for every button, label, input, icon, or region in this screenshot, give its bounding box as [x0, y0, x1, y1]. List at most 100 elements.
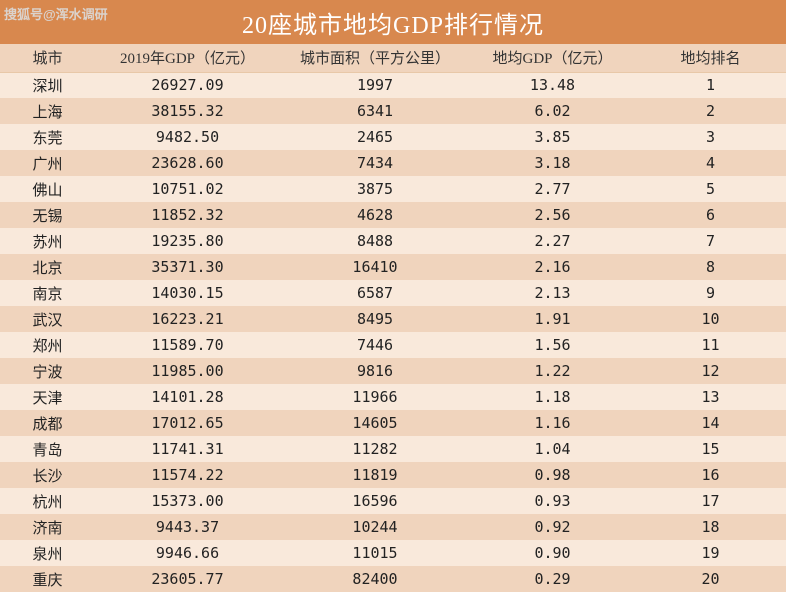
cell-city: 南京 — [0, 280, 95, 306]
cell-area: 7446 — [280, 332, 470, 358]
cell-area: 1997 — [280, 72, 470, 98]
column-header-rank: 地均排名 — [635, 44, 786, 72]
table-row: 青岛11741.31112821.0415 — [0, 436, 786, 462]
cell-rank: 14 — [635, 410, 786, 436]
cell-density: 13.48 — [470, 72, 635, 98]
cell-city: 北京 — [0, 254, 95, 280]
cell-rank: 6 — [635, 202, 786, 228]
cell-city: 佛山 — [0, 176, 95, 202]
cell-density: 1.16 — [470, 410, 635, 436]
table-row: 成都17012.65146051.1614 — [0, 410, 786, 436]
cell-rank: 4 — [635, 150, 786, 176]
cell-city: 无锡 — [0, 202, 95, 228]
cell-area: 3875 — [280, 176, 470, 202]
cell-gdp: 11574.22 — [95, 462, 280, 488]
cell-rank: 7 — [635, 228, 786, 254]
cell-density: 1.22 — [470, 358, 635, 384]
cell-gdp: 10751.02 — [95, 176, 280, 202]
table-row: 天津14101.28119661.1813 — [0, 384, 786, 410]
cell-area: 6341 — [280, 98, 470, 124]
cell-city: 杭州 — [0, 488, 95, 514]
cell-gdp: 11852.32 — [95, 202, 280, 228]
cell-rank: 13 — [635, 384, 786, 410]
cell-area: 4628 — [280, 202, 470, 228]
cell-area: 6587 — [280, 280, 470, 306]
cell-rank: 15 — [635, 436, 786, 462]
cell-gdp: 11741.31 — [95, 436, 280, 462]
cell-city: 深圳 — [0, 72, 95, 98]
cell-city: 天津 — [0, 384, 95, 410]
table-row: 泉州9946.66110150.9019 — [0, 540, 786, 566]
cell-density: 3.18 — [470, 150, 635, 176]
cell-city: 上海 — [0, 98, 95, 124]
cell-gdp: 14101.28 — [95, 384, 280, 410]
table-title-row: 20座城市地均GDP排行情况 — [0, 0, 786, 44]
cell-city: 苏州 — [0, 228, 95, 254]
cell-density: 0.93 — [470, 488, 635, 514]
cell-gdp: 19235.80 — [95, 228, 280, 254]
table-row: 南京14030.1565872.139 — [0, 280, 786, 306]
cell-city: 成都 — [0, 410, 95, 436]
cell-density: 1.04 — [470, 436, 635, 462]
cell-area: 10244 — [280, 514, 470, 540]
cell-city: 重庆 — [0, 566, 95, 592]
cell-area: 7434 — [280, 150, 470, 176]
cell-rank: 17 — [635, 488, 786, 514]
cell-density: 0.92 — [470, 514, 635, 540]
cell-area: 82400 — [280, 566, 470, 592]
cell-rank: 12 — [635, 358, 786, 384]
cell-density: 2.27 — [470, 228, 635, 254]
table-row: 佛山10751.0238752.775 — [0, 176, 786, 202]
gdp-ranking-table: 20座城市地均GDP排行情况 城市 2019年GDP（亿元） 城市面积（平方公里… — [0, 0, 786, 592]
cell-gdp: 35371.30 — [95, 254, 280, 280]
cell-area: 2465 — [280, 124, 470, 150]
cell-city: 长沙 — [0, 462, 95, 488]
column-header-area: 城市面积（平方公里） — [280, 44, 470, 72]
cell-city: 泉州 — [0, 540, 95, 566]
cell-gdp: 23628.60 — [95, 150, 280, 176]
table-row: 宁波11985.0098161.2212 — [0, 358, 786, 384]
cell-rank: 18 — [635, 514, 786, 540]
table-row: 济南9443.37102440.9218 — [0, 514, 786, 540]
cell-density: 2.16 — [470, 254, 635, 280]
cell-gdp: 9443.37 — [95, 514, 280, 540]
cell-rank: 9 — [635, 280, 786, 306]
cell-gdp: 9482.50 — [95, 124, 280, 150]
cell-area: 11819 — [280, 462, 470, 488]
cell-gdp: 26927.09 — [95, 72, 280, 98]
cell-gdp: 17012.65 — [95, 410, 280, 436]
table-row: 武汉16223.2184951.9110 — [0, 306, 786, 332]
table-row: 东莞9482.5024653.853 — [0, 124, 786, 150]
cell-city: 东莞 — [0, 124, 95, 150]
table-row: 上海38155.3263416.022 — [0, 98, 786, 124]
cell-gdp: 14030.15 — [95, 280, 280, 306]
column-header-density: 地均GDP（亿元） — [470, 44, 635, 72]
cell-rank: 3 — [635, 124, 786, 150]
cell-rank: 11 — [635, 332, 786, 358]
cell-rank: 20 — [635, 566, 786, 592]
column-header-gdp: 2019年GDP（亿元） — [95, 44, 280, 72]
cell-city: 郑州 — [0, 332, 95, 358]
table-row: 郑州11589.7074461.5611 — [0, 332, 786, 358]
cell-city: 武汉 — [0, 306, 95, 332]
table-row: 重庆23605.77824000.2920 — [0, 566, 786, 592]
table-row: 苏州19235.8084882.277 — [0, 228, 786, 254]
cell-area: 11282 — [280, 436, 470, 462]
cell-area: 8488 — [280, 228, 470, 254]
cell-density: 0.90 — [470, 540, 635, 566]
cell-density: 1.91 — [470, 306, 635, 332]
cell-area: 11015 — [280, 540, 470, 566]
table-row: 长沙11574.22118190.9816 — [0, 462, 786, 488]
cell-density: 2.56 — [470, 202, 635, 228]
cell-density: 2.77 — [470, 176, 635, 202]
cell-area: 8495 — [280, 306, 470, 332]
cell-city: 广州 — [0, 150, 95, 176]
cell-density: 3.85 — [470, 124, 635, 150]
cell-rank: 16 — [635, 462, 786, 488]
table-row: 广州23628.6074343.184 — [0, 150, 786, 176]
cell-density: 1.56 — [470, 332, 635, 358]
cell-density: 0.29 — [470, 566, 635, 592]
table-title: 20座城市地均GDP排行情况 — [0, 0, 786, 44]
cell-gdp: 9946.66 — [95, 540, 280, 566]
cell-area: 16410 — [280, 254, 470, 280]
